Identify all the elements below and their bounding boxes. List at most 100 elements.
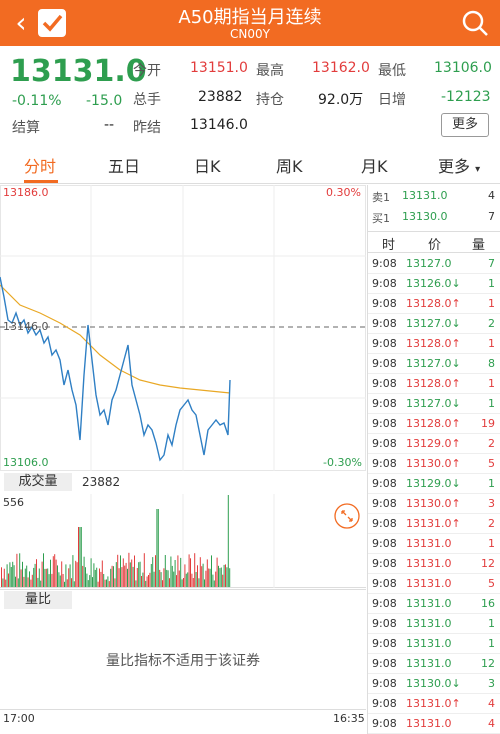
tick-price: 13127.0↓	[406, 317, 461, 330]
tick-price: 13131.0	[406, 537, 452, 550]
tick-time: 9:08	[372, 697, 397, 710]
volume-bar	[192, 578, 194, 587]
volume-bar	[205, 570, 207, 587]
volume-bar	[50, 559, 51, 587]
more-quote-button[interactable]: 更多	[441, 113, 489, 137]
tab-weekly-k[interactable]: 周K	[276, 157, 303, 176]
settle-label: 结算	[12, 120, 40, 136]
volume-bar	[162, 580, 163, 587]
ticks-header-qty: 量	[472, 238, 486, 253]
volume-bar	[148, 575, 149, 587]
volume-bar	[129, 562, 131, 587]
tick-row: 9:08 13131.0↑ 4	[368, 694, 500, 714]
watchlist-toggle[interactable]	[38, 9, 66, 37]
volume-bar	[2, 578, 4, 587]
volume-bar	[89, 575, 91, 587]
tick-price: 13130.0↑	[406, 497, 461, 510]
period-tabs: 分时 五日 日K 周K 月K 更多 ▾	[0, 146, 500, 184]
chevron-down-icon: ▾	[475, 164, 481, 175]
volume-bar	[134, 555, 135, 587]
tab-daily-k[interactable]: 日K	[194, 157, 221, 176]
tick-row: 9:08 13131.0 12	[368, 554, 500, 574]
volume-indicator-button[interactable]: 成交量	[4, 473, 72, 491]
tick-row: 9:08 13129.0↓ 1	[368, 474, 500, 494]
volume-bar	[1, 567, 2, 587]
search-icon[interactable]	[460, 8, 490, 38]
volume-bar	[72, 555, 74, 587]
volume-bar	[178, 570, 180, 587]
volume-bar	[146, 576, 148, 587]
volume-bar	[76, 562, 78, 587]
tick-qty: 1	[488, 637, 495, 650]
volume-bar	[96, 567, 98, 587]
volume-bar	[199, 557, 201, 587]
volume-bar	[170, 556, 172, 587]
volume-bar	[198, 578, 200, 587]
tick-price: 13131.0	[406, 617, 452, 630]
tick-price: 13129.0↓	[406, 477, 461, 490]
volume-bar	[15, 576, 16, 587]
volume-bar	[101, 560, 103, 587]
tick-row: 9:08 13130.0↑ 5	[368, 454, 500, 474]
last-price: 13131.0	[10, 54, 147, 89]
instrument-code: CN00Y	[230, 27, 270, 41]
tick-row: 9:08 13127.0↓ 1	[368, 394, 500, 414]
tick-time: 9:08	[372, 397, 397, 410]
volume-bar	[71, 578, 72, 587]
pct-axis-bottom-label: -0.30%	[323, 456, 362, 469]
volume-bar	[141, 576, 142, 587]
volume-bar	[194, 553, 196, 587]
volume-bar	[132, 566, 134, 587]
volume-bar	[61, 561, 63, 587]
tick-time: 9:08	[372, 337, 397, 350]
active-tab-indicator	[24, 180, 58, 183]
volume-bar	[156, 509, 158, 587]
back-button[interactable]: ‹	[6, 6, 36, 40]
low-label: 最低	[378, 63, 406, 79]
tick-row: 9:08 13127.0 7	[368, 254, 500, 274]
volume-bar	[157, 509, 159, 587]
y-axis-top-label: 13186.0	[3, 186, 49, 199]
tab-monthly-k[interactable]: 月K	[361, 157, 388, 176]
tab-intraday[interactable]: 分时	[24, 157, 57, 176]
tick-row: 9:08 13128.0↑ 1	[368, 374, 500, 394]
bid-qty: 7	[488, 210, 495, 223]
volume-bar	[159, 569, 161, 587]
volume-bar	[54, 554, 56, 587]
volume-bar	[86, 573, 88, 587]
volume-bar	[212, 574, 214, 587]
tick-row: 9:08 13127.0↓ 8	[368, 354, 500, 374]
volume-bar	[47, 568, 49, 587]
volume-bar	[152, 557, 154, 587]
tab-more[interactable]: 更多 ▾	[438, 153, 480, 177]
tick-row: 9:08 13131.0 1	[368, 634, 500, 654]
volume-bar	[37, 577, 39, 587]
volume-bar	[128, 552, 130, 587]
volume-bar	[48, 574, 50, 587]
volume-bar	[184, 564, 186, 587]
tick-time: 9:08	[372, 437, 397, 450]
volume-ratio-button[interactable]: 量比	[4, 591, 72, 609]
volume-bar	[223, 564, 225, 587]
tick-price: 13128.0↑	[406, 417, 461, 430]
tick-row: 9:08 13130.0↑ 3	[368, 494, 500, 514]
volume-bar	[13, 565, 15, 587]
volume-bar	[97, 581, 99, 587]
volume-bar	[183, 578, 184, 587]
volume-bar	[167, 570, 169, 587]
tick-row: 9:08 13131.0 12	[368, 654, 500, 674]
tick-row: 9:08 13126.0↓ 1	[368, 274, 500, 294]
intraday-chart[interactable]	[0, 185, 366, 471]
tick-qty: 4	[488, 717, 495, 730]
tick-row: 9:08 13129.0↑ 2	[368, 434, 500, 454]
tick-qty: 2	[488, 437, 495, 450]
volume-bar	[9, 562, 11, 587]
volume-bar	[92, 577, 93, 587]
tick-time: 9:08	[372, 597, 397, 610]
volume-bar	[131, 559, 133, 587]
tick-row: 9:08 13131.0 1	[368, 614, 500, 634]
tab-five-day[interactable]: 五日	[108, 157, 141, 176]
volume-bar	[8, 573, 9, 587]
expand-icon[interactable]	[334, 503, 360, 529]
tick-price: 13128.0↑	[406, 297, 461, 310]
